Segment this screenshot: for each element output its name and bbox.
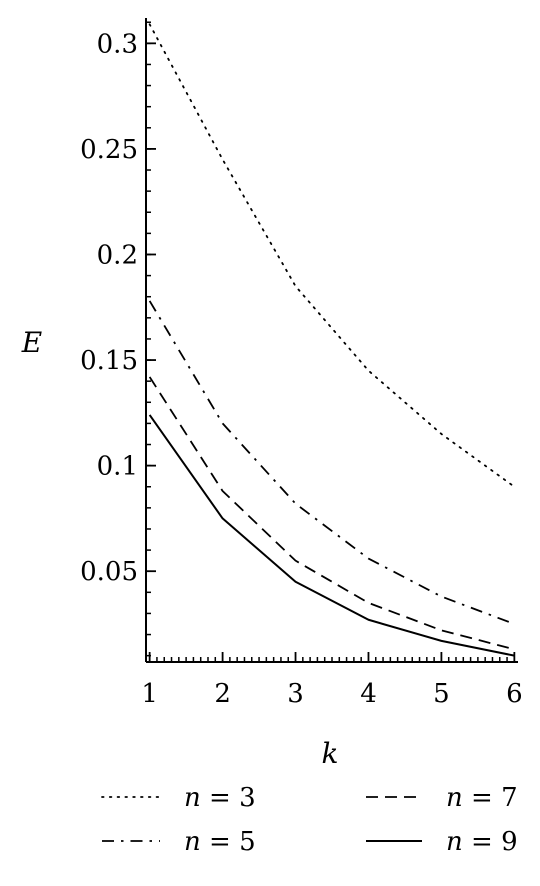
y-axis-title: E — [21, 326, 42, 359]
x-tick-label: 1 — [141, 679, 158, 709]
axes: 0.05 0.1 0.15 0.2 0.25 0.3 1 2 3 4 5 6 — [80, 18, 523, 709]
legend-label: n = 7 — [446, 783, 518, 813]
x-tick-label: 2 — [214, 679, 231, 709]
legend-label: n = 3 — [184, 783, 256, 813]
series-line-dotted — [148, 23, 516, 488]
x-axis-title: k — [322, 737, 339, 770]
series-line-solid — [148, 414, 515, 657]
x-tick-label: 6 — [506, 679, 523, 709]
y-tick-label: 0.15 — [80, 346, 138, 376]
x-tick-label: 3 — [287, 679, 304, 709]
legend: n = 3 n = 5 n = 7 n = 9 — [101, 783, 518, 857]
series-line-dashdot — [148, 300, 515, 625]
x-tick-label: 4 — [360, 679, 377, 709]
legend-label: n = 9 — [446, 827, 518, 857]
y-tick-label: 0.25 — [80, 135, 138, 165]
series-layer — [148, 23, 516, 657]
y-tick-label: 0.05 — [80, 557, 138, 587]
series-line-dashed — [148, 376, 515, 651]
y-tick-label: 0.2 — [97, 240, 138, 270]
y-tick-label: 0.3 — [97, 29, 138, 59]
legend-label: n = 5 — [184, 827, 256, 857]
y-tick-label: 0.1 — [97, 452, 138, 482]
x-tick-label: 5 — [433, 679, 450, 709]
